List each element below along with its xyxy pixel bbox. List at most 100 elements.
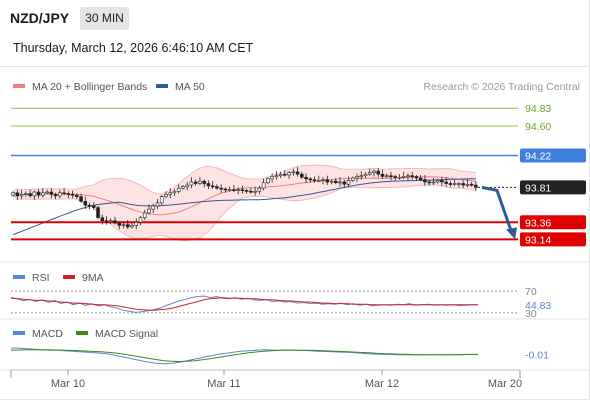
support-level-label: 93.36 xyxy=(525,217,551,229)
legend-label: MA 50 xyxy=(175,81,205,93)
candle xyxy=(100,217,105,222)
candle xyxy=(431,181,436,184)
candle xyxy=(181,186,185,189)
candle xyxy=(79,196,83,202)
support-level-tag xyxy=(520,232,586,247)
report-datetime: Thursday, March 12, 2026 6:46:10 AM CET xyxy=(13,41,254,55)
legend-swatch xyxy=(63,275,75,279)
candle xyxy=(376,170,381,175)
forecast-arrow-head xyxy=(506,227,517,240)
candle xyxy=(53,194,58,197)
x-axis-label: Mar 12 xyxy=(365,378,399,390)
legend-label: MA 20 + Bollinger Bands xyxy=(32,81,147,93)
x-axis-label: Mar 20 xyxy=(488,378,522,390)
candle xyxy=(448,183,453,185)
candle xyxy=(283,173,287,176)
resistance-level-label: 94.60 xyxy=(525,121,551,133)
symbol-title: NZD/JPY xyxy=(10,10,70,26)
candle xyxy=(308,178,313,181)
candle xyxy=(11,192,15,196)
candle xyxy=(295,171,300,175)
x-axis-label: Mar 10 xyxy=(51,378,85,390)
candle xyxy=(423,179,427,183)
legend-swatch xyxy=(13,275,25,279)
candle xyxy=(401,176,406,178)
pivot-level-label: 94.22 xyxy=(525,151,551,163)
candle xyxy=(176,187,181,192)
candle xyxy=(317,180,321,182)
rsi-ma-line xyxy=(10,297,478,311)
candle xyxy=(274,175,279,178)
candle xyxy=(270,176,274,180)
candle xyxy=(469,183,474,186)
candle xyxy=(104,220,109,223)
candle xyxy=(465,183,470,186)
candle xyxy=(249,190,253,193)
candle xyxy=(117,222,122,226)
candle xyxy=(333,180,338,184)
resistance-level-label: 94.83 xyxy=(525,103,551,115)
candle xyxy=(440,180,444,183)
candle xyxy=(444,181,448,184)
watermark: Research © 2026 Trading Central xyxy=(423,81,580,93)
candle xyxy=(291,171,296,174)
candle xyxy=(24,193,28,195)
candle xyxy=(45,191,49,194)
candle xyxy=(367,172,372,175)
candle xyxy=(363,173,368,177)
candle xyxy=(384,175,389,178)
candle xyxy=(350,177,355,181)
candle xyxy=(287,172,291,176)
candle xyxy=(189,181,194,186)
rsi-tick-label: 30 xyxy=(525,308,537,320)
candle xyxy=(193,181,198,184)
candle xyxy=(66,193,71,195)
macd-line xyxy=(11,347,478,365)
candle xyxy=(427,181,431,184)
legend-label: MACD xyxy=(32,328,63,340)
macd-signal-line xyxy=(10,349,478,363)
timeframe-badge[interactable]: 30 MIN xyxy=(80,7,129,30)
candle xyxy=(266,178,270,184)
legend-swatch xyxy=(13,84,25,88)
candle xyxy=(142,212,147,218)
candle xyxy=(41,192,45,196)
candle xyxy=(346,180,351,185)
candle xyxy=(372,170,376,173)
header-divider xyxy=(0,66,590,67)
candle xyxy=(32,191,37,197)
candle xyxy=(304,176,308,180)
candle xyxy=(83,201,88,206)
rsi-tick-label: 70 xyxy=(525,286,537,298)
candle xyxy=(62,192,66,195)
rsi-value-label: 44.83 xyxy=(525,300,551,312)
support-level-label: 93.14 xyxy=(525,234,551,246)
candle xyxy=(36,191,41,196)
candle xyxy=(321,179,325,181)
candle xyxy=(70,194,75,196)
candle xyxy=(206,183,211,187)
candle xyxy=(359,175,364,178)
candle xyxy=(15,192,20,197)
candle xyxy=(75,194,79,197)
candle xyxy=(380,173,385,177)
candle xyxy=(227,189,232,191)
candle xyxy=(257,187,262,192)
legend-swatch xyxy=(13,331,25,335)
candle xyxy=(134,221,139,226)
candle xyxy=(223,188,228,191)
candle xyxy=(397,176,402,179)
candle xyxy=(151,205,156,210)
candle xyxy=(210,185,215,188)
support-level-tag xyxy=(520,215,586,230)
candle xyxy=(342,181,347,185)
candle xyxy=(232,189,236,191)
last-level-label: 93.81 xyxy=(525,182,551,194)
candle xyxy=(28,193,32,197)
candle xyxy=(19,194,24,197)
candle xyxy=(138,217,143,223)
candle xyxy=(155,202,160,207)
candle xyxy=(87,204,92,207)
candle xyxy=(406,175,410,178)
